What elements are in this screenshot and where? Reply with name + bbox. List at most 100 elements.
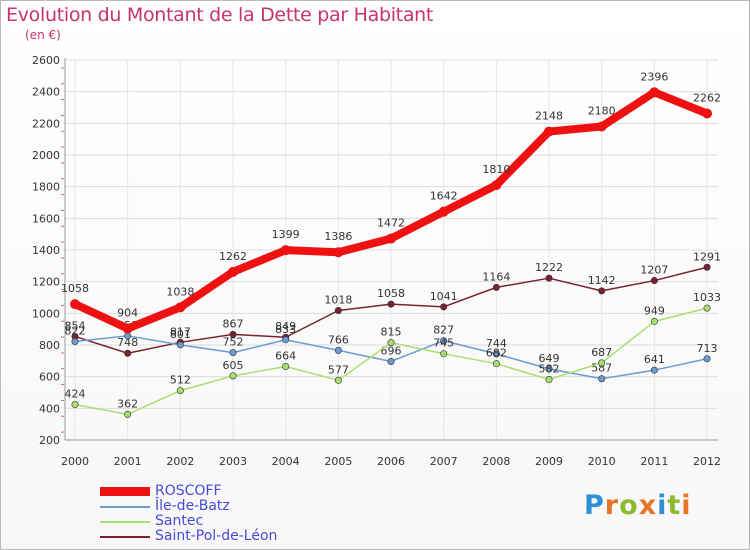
data-label: 817 — [170, 325, 191, 338]
data-point — [176, 341, 184, 349]
data-label: 1164 — [482, 270, 510, 283]
data-point — [176, 387, 184, 395]
data-point — [282, 336, 290, 344]
data-label: 2396 — [640, 70, 668, 83]
x-tick-label: 2001 — [114, 455, 142, 468]
logo-letter: i — [681, 490, 692, 521]
data-label: 1291 — [693, 250, 721, 263]
data-point — [545, 274, 553, 282]
data-label: 822 — [65, 325, 86, 338]
data-label: 1058 — [61, 282, 89, 295]
data-label: 745 — [433, 337, 454, 350]
logo-letter: t — [667, 490, 682, 521]
y-tick-label: 1800 — [32, 181, 60, 194]
data-label: 1041 — [430, 290, 458, 303]
y-tick-label: 2200 — [32, 117, 60, 130]
data-label: 641 — [644, 353, 665, 366]
logo-letter: o — [619, 490, 639, 521]
y-tick-label: 1000 — [32, 307, 60, 320]
data-label: 2180 — [588, 105, 616, 118]
data-point — [703, 263, 711, 271]
data-label: 664 — [275, 350, 296, 363]
data-point — [703, 355, 711, 363]
x-tick-label: 2006 — [377, 455, 405, 468]
data-label: 713 — [697, 342, 718, 355]
data-point — [124, 410, 132, 418]
data-point — [229, 372, 237, 380]
x-tick-label: 2005 — [324, 455, 352, 468]
data-point — [544, 126, 555, 137]
data-point — [334, 376, 342, 384]
data-point — [492, 350, 500, 358]
data-point — [334, 346, 342, 354]
legend-item: Saint-Pol-de-Léon — [100, 529, 360, 544]
y-tick-label: 600 — [39, 371, 60, 384]
data-label: 1033 — [693, 291, 721, 304]
x-tick-label: 2007 — [430, 455, 458, 468]
data-label: 649 — [539, 352, 560, 365]
legend-label: ROSCOFF — [155, 483, 222, 499]
x-tick-label: 2012 — [693, 455, 721, 468]
data-label: 949 — [644, 304, 665, 317]
data-label: 682 — [486, 347, 507, 360]
data-label: 696 — [381, 344, 402, 357]
data-label: 849 — [275, 320, 296, 333]
x-tick-label: 2002 — [166, 455, 194, 468]
y-tick-label: 1600 — [32, 212, 60, 225]
data-point — [491, 180, 502, 191]
data-point — [122, 323, 133, 334]
data-label: 1222 — [535, 261, 563, 274]
data-label: 801 — [170, 328, 191, 341]
data-label: 577 — [328, 363, 349, 376]
data-label: 582 — [539, 363, 560, 376]
data-label: 362 — [117, 397, 138, 410]
y-tick-label: 2400 — [32, 86, 60, 99]
data-label: 1262 — [219, 250, 247, 263]
y-tick-label: 400 — [39, 402, 60, 415]
x-tick-label: 2000 — [61, 455, 89, 468]
x-tick-label: 2011 — [640, 455, 668, 468]
y-tick-label: 2000 — [32, 149, 60, 162]
data-label: 1386 — [324, 230, 352, 243]
x-tick-label: 2003 — [219, 455, 247, 468]
chart-title: Evolution du Montant de la Dette par Hab… — [6, 4, 434, 26]
data-point — [545, 365, 553, 373]
data-label: 854 — [65, 319, 86, 332]
data-point — [650, 277, 658, 285]
data-point — [280, 245, 291, 256]
data-point — [545, 376, 553, 384]
data-point — [438, 206, 449, 217]
legend-label: Île-de-Batz — [155, 498, 230, 514]
data-point — [387, 339, 395, 347]
data-point — [282, 363, 290, 371]
chart-unit: (en €) — [25, 28, 61, 42]
data-label: 833 — [275, 323, 296, 336]
data-label: 1018 — [324, 293, 352, 306]
data-point — [703, 304, 711, 312]
data-label: 512 — [170, 374, 191, 387]
data-point — [124, 332, 132, 340]
data-label: 1399 — [272, 228, 300, 241]
data-point — [387, 357, 395, 365]
logo-letter: i — [657, 490, 668, 521]
data-label: 867 — [223, 317, 244, 330]
data-label: 744 — [486, 337, 507, 350]
data-label: 815 — [381, 326, 402, 339]
data-point — [596, 121, 607, 132]
data-point — [71, 401, 79, 409]
data-point — [598, 287, 606, 295]
data-label: 1038 — [166, 285, 194, 298]
data-label: 827 — [433, 324, 454, 337]
x-tick-label: 2009 — [535, 455, 563, 468]
data-label: 1142 — [588, 274, 616, 287]
data-label: 1207 — [640, 264, 668, 277]
legend-item: Île-de-Batz — [100, 499, 360, 514]
legend-swatch — [100, 521, 150, 523]
data-label: 687 — [591, 346, 612, 359]
x-tick-label: 2004 — [272, 455, 300, 468]
legend-label: Saint-Pol-de-Léon — [155, 528, 278, 544]
data-point — [387, 300, 395, 308]
y-tick-label: 2600 — [32, 54, 60, 67]
data-label: 1058 — [377, 287, 405, 300]
data-point — [333, 247, 344, 258]
